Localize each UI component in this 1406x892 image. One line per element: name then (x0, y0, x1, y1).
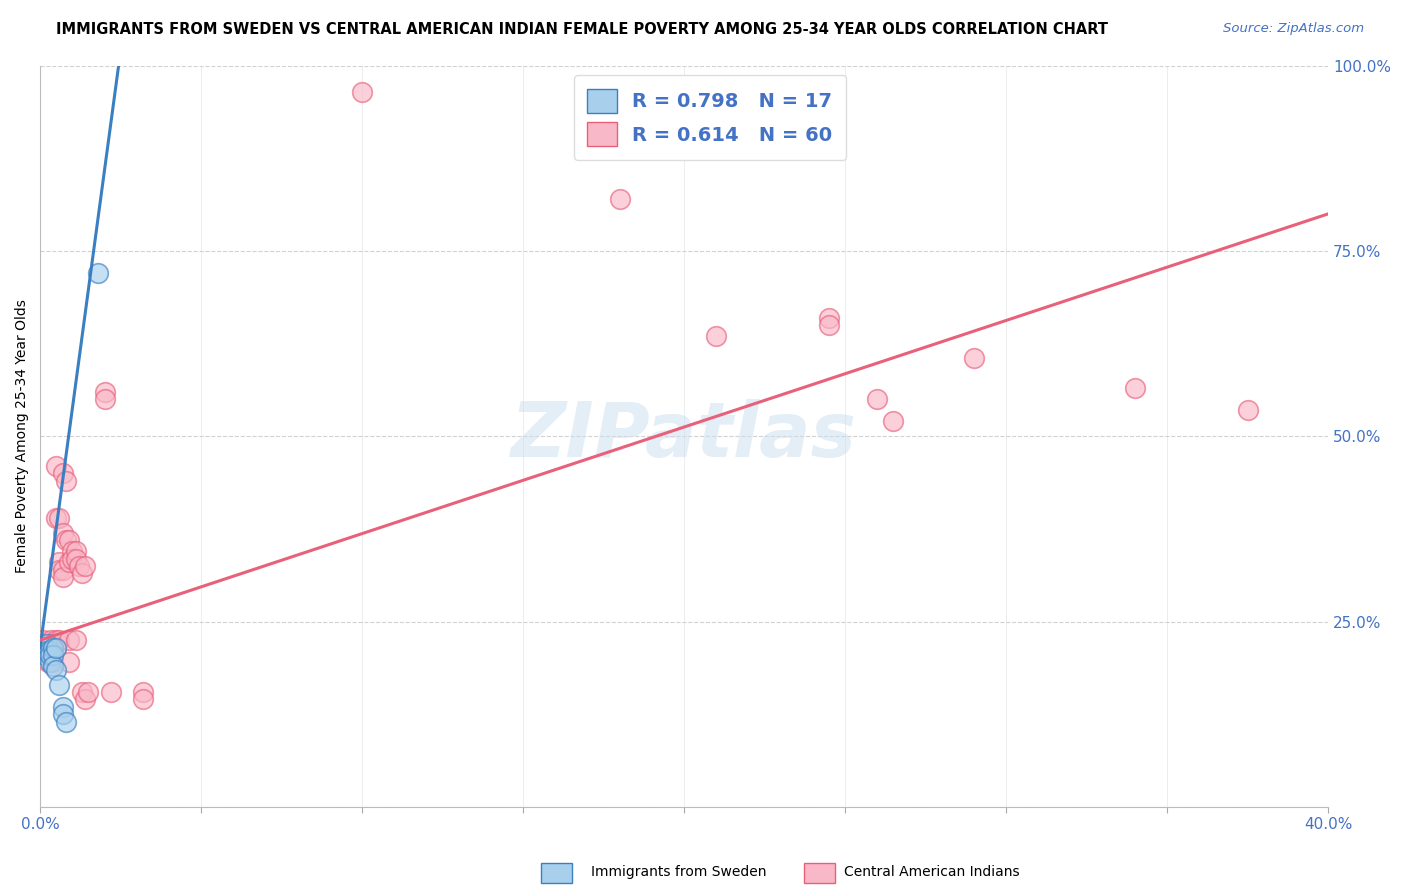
Point (37, 656, 59, 670)
Point (41, 633, 63, 648)
Point (32, 640, 55, 655)
Point (65, 633, 87, 648)
Point (35, 644, 58, 658)
Point (48, 555, 70, 569)
Point (65, 544, 87, 558)
Text: IMMIGRANTS FROM SWEDEN VS CENTRAL AMERICAN INDIAN FEMALE POVERTY AMONG 25-34 YEA: IMMIGRANTS FROM SWEDEN VS CENTRAL AMERIC… (56, 22, 1108, 37)
Point (52, 699, 75, 714)
Point (58, 633, 80, 648)
Point (963, 351, 986, 366)
Point (58, 656, 80, 670)
Point (42, 659, 65, 673)
Point (52, 467, 75, 481)
Point (45, 663, 67, 677)
Point (48, 563, 70, 577)
Point (75, 559, 97, 574)
Point (34, 644, 56, 658)
Point (65, 551, 87, 566)
Point (45, 640, 67, 655)
Point (87, 266, 110, 280)
Point (42, 648, 65, 662)
Text: Immigrants from Sweden: Immigrants from Sweden (591, 865, 766, 880)
Legend: R = 0.798   N = 17, R = 0.614   N = 60: R = 0.798 N = 17, R = 0.614 N = 60 (574, 75, 846, 160)
Point (100, 685, 122, 699)
Point (48, 633, 70, 648)
Point (42, 637, 65, 651)
Point (609, 192, 631, 206)
Point (882, 414, 904, 428)
Point (58, 555, 80, 569)
Point (31, 633, 53, 648)
Point (866, 392, 889, 407)
Point (55, 474, 77, 488)
Point (93, 384, 115, 399)
Point (70, 685, 93, 699)
Y-axis label: Female Poverty Among 25-34 Year Olds: Female Poverty Among 25-34 Year Olds (15, 300, 30, 574)
Point (818, 318, 841, 332)
Point (52, 525, 75, 540)
Point (38, 656, 60, 670)
Point (38, 640, 60, 655)
Point (75, 692, 97, 706)
Point (45, 511, 67, 525)
Point (32, 637, 55, 651)
Point (38, 648, 60, 662)
Point (704, 329, 727, 343)
Point (42, 640, 65, 655)
Point (58, 533, 80, 547)
Point (67, 559, 90, 574)
Point (42, 656, 65, 670)
Point (70, 566, 93, 581)
Point (1123, 381, 1146, 395)
Point (35, 648, 58, 662)
Point (132, 685, 155, 699)
Point (132, 692, 155, 706)
Point (38, 648, 60, 662)
Point (52, 707, 75, 722)
Point (1236, 403, 1258, 417)
Point (45, 640, 67, 655)
Point (34, 648, 56, 662)
Text: Central American Indians: Central American Indians (844, 865, 1019, 880)
Point (48, 678, 70, 692)
Point (38, 644, 60, 658)
Point (818, 310, 841, 325)
Point (42, 648, 65, 662)
Point (52, 570, 75, 584)
Point (77, 685, 100, 699)
Point (48, 511, 70, 525)
Point (38, 640, 60, 655)
Point (55, 714, 77, 729)
Point (45, 458, 67, 473)
Point (35, 637, 58, 651)
Point (60, 544, 83, 558)
Text: ZIPatlas: ZIPatlas (512, 400, 858, 474)
Text: Source: ZipAtlas.com: Source: ZipAtlas.com (1223, 22, 1364, 36)
Point (31, 640, 53, 655)
Point (42, 637, 65, 651)
Point (52, 563, 75, 577)
Point (35, 637, 58, 651)
Point (38, 637, 60, 651)
Point (60, 551, 83, 566)
Point (55, 533, 77, 547)
Point (93, 392, 115, 407)
Point (45, 633, 67, 648)
Point (352, 85, 374, 99)
